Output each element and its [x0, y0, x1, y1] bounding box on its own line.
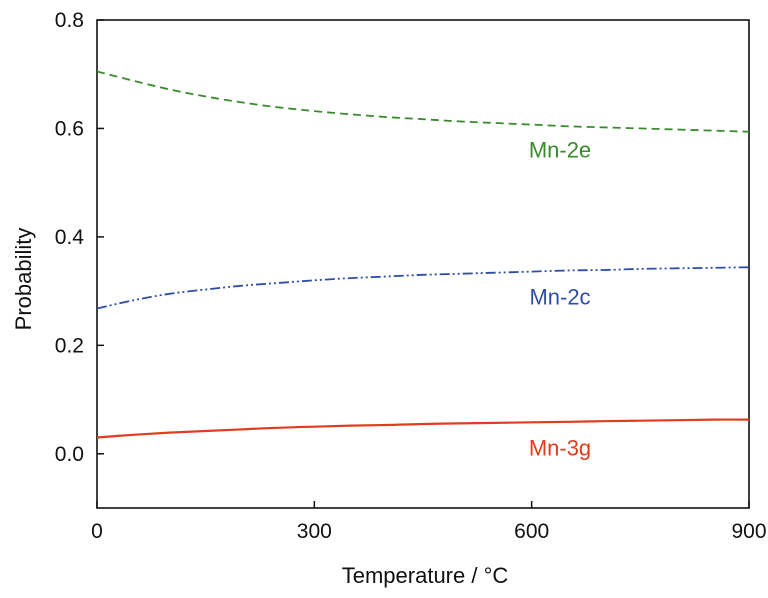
plot-frame: [96, 19, 750, 509]
y-axis-label: Probability: [11, 228, 36, 331]
series-lines: [96, 70, 750, 439]
series-label-mn-2c: Mn-2c: [529, 285, 590, 310]
y-tick-label: 0.6: [55, 117, 84, 140]
series-line-mn-2c: [96, 266, 750, 310]
series-label-mn-3g: Mn-3g: [529, 435, 591, 460]
x-tick-label: 600: [514, 520, 549, 543]
x-axis-label: Temperature / °C: [342, 563, 509, 588]
series-labels: Mn-2e Mn-2c Mn-3g: [529, 138, 591, 461]
y-tick-label: 0.8: [55, 9, 84, 32]
y-tick-label: 0.2: [55, 334, 84, 357]
y-tick-label: 0.0: [55, 443, 84, 466]
series-line-mn-3g: [96, 418, 750, 439]
x-axis: 0 300 600 900: [91, 501, 767, 543]
x-tick-label: 900: [731, 520, 766, 543]
series-label-mn-2e: Mn-2e: [529, 138, 591, 163]
x-tick-label: 0: [91, 520, 103, 543]
y-tick-label: 0.4: [55, 226, 85, 249]
series-line-mn-2e: [96, 70, 750, 133]
x-tick-label: 300: [297, 520, 332, 543]
y-axis: 0.0 0.2 0.4 0.6 0.8: [55, 9, 104, 466]
